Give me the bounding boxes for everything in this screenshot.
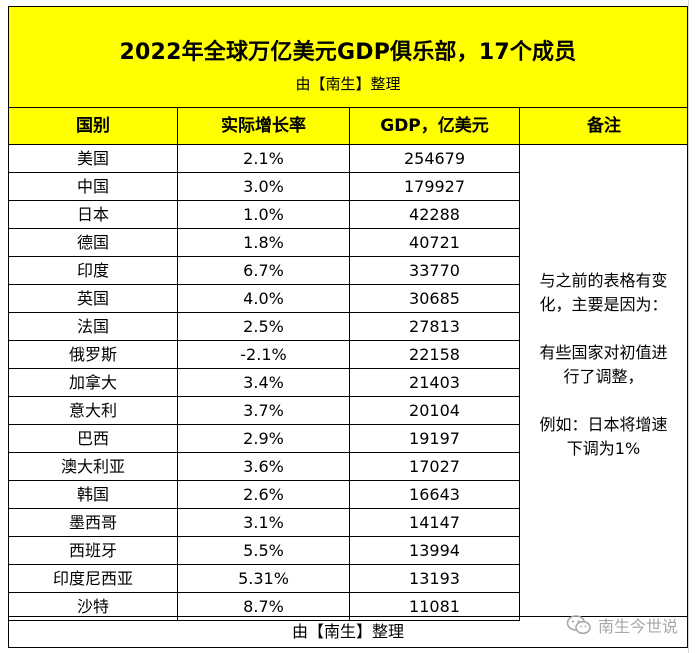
gdp-cell: 40721 (350, 229, 520, 257)
table-row: 印度尼西亚 5.31% 13193 (9, 565, 520, 593)
gdp-cell: 13994 (350, 537, 520, 565)
country-cell: 韩国 (9, 481, 178, 509)
gdp-cell: 42288 (350, 201, 520, 229)
gdp-cell: 13193 (350, 565, 520, 593)
country-cell: 巴西 (9, 425, 178, 453)
table-row: 英国 4.0% 30685 (9, 285, 520, 313)
wechat-icon (566, 615, 591, 635)
country-cell: 中国 (9, 173, 178, 201)
country-cell: 加拿大 (9, 369, 178, 397)
growth-cell: 8.7% (178, 593, 350, 621)
growth-cell: 2.5% (178, 313, 350, 341)
country-cell: 西班牙 (9, 537, 178, 565)
growth-cell: 1.8% (178, 229, 350, 257)
note-line: 行了调整， (563, 367, 644, 386)
gdp-cell: 17027 (350, 453, 520, 481)
table-row: 意大利 3.7% 20104 (9, 397, 520, 425)
notes-text: 与之前的表格有变 化，主要是因为： 有些国家对初值进 行了调整， 例如：日本将增… (524, 269, 683, 461)
country-cell: 墨西哥 (9, 509, 178, 537)
gdp-cell: 20104 (350, 397, 520, 425)
gdp-cell: 27813 (350, 313, 520, 341)
gdp-cell: 14147 (350, 509, 520, 537)
country-cell: 法国 (9, 313, 178, 341)
gridline (688, 0, 689, 653)
header-country: 国别 (9, 108, 178, 144)
table-row: 德国 1.8% 40721 (9, 229, 520, 257)
table-row: 加拿大 3.4% 21403 (9, 369, 520, 397)
table-row: 中国 3.0% 179927 (9, 173, 520, 201)
header-row: 国别 实际增长率 GDP，亿美元 备注 (8, 108, 688, 145)
footer-row: 由【南生】整理 (8, 617, 688, 648)
table-row: 西班牙 5.5% 13994 (9, 537, 520, 565)
growth-cell: 2.9% (178, 425, 350, 453)
growth-cell: 2.1% (178, 145, 350, 173)
table-row: 巴西 2.9% 19197 (9, 425, 520, 453)
country-cell: 意大利 (9, 397, 178, 425)
table-row: 美国 2.1% 254679 (9, 145, 520, 173)
growth-cell: -2.1% (178, 341, 350, 369)
gdp-cell: 33770 (350, 257, 520, 285)
gdp-cell: 16643 (350, 481, 520, 509)
note-line: 下调为1% (566, 439, 641, 458)
table-row: 俄罗斯 -2.1% 22158 (9, 341, 520, 369)
note-line: 化，主要是因为： (539, 295, 668, 314)
gdp-cell: 179927 (350, 173, 520, 201)
country-cell: 印度尼西亚 (9, 565, 178, 593)
header-notes: 备注 (587, 116, 621, 136)
note-line: 与之前的表格有变 (539, 271, 668, 290)
gdp-cell: 30685 (350, 285, 520, 313)
data-table: 与之前的表格有变 化，主要是因为： 有些国家对初值进 行了调整， 例如：日本将增… (8, 145, 688, 621)
table-title: 2022年全球万亿美元GDP俱乐部，17个成员 (119, 40, 577, 65)
growth-cell: 5.5% (178, 537, 350, 565)
growth-cell: 3.6% (178, 453, 350, 481)
note-line: 有些国家对初值进 (539, 343, 668, 362)
table-row: 墨西哥 3.1% 14147 (9, 509, 520, 537)
gdp-cell: 22158 (350, 341, 520, 369)
table-subtitle: 由【南生】整理 (295, 75, 401, 93)
gdp-cell: 19197 (350, 425, 520, 453)
country-cell: 印度 (9, 257, 178, 285)
table-row: 澳大利亚 3.6% 17027 (9, 453, 520, 481)
header-gdp: GDP，亿美元 (350, 108, 520, 144)
table-row: 日本 1.0% 42288 (9, 201, 520, 229)
note-line: 例如：日本将增速 (539, 415, 668, 434)
country-cell: 沙特 (9, 593, 178, 621)
gdp-cell: 254679 (350, 145, 520, 173)
growth-cell: 3.0% (178, 173, 350, 201)
table-row: 印度 6.7% 33770 (9, 257, 520, 285)
country-cell: 澳大利亚 (9, 453, 178, 481)
watermark-text: 南生今世说 (597, 617, 678, 636)
table-row: 沙特 8.7% 11081 (9, 593, 520, 621)
country-cell: 美国 (9, 145, 178, 173)
gdp-cell: 21403 (350, 369, 520, 397)
footer-credit: 由【南生】整理 (291, 622, 404, 641)
growth-cell: 5.31% (178, 565, 350, 593)
growth-cell: 4.0% (178, 285, 350, 313)
growth-cell: 1.0% (178, 201, 350, 229)
notes-cell: 与之前的表格有变 化，主要是因为： 有些国家对初值进 行了调整， 例如：日本将增… (520, 145, 687, 616)
table-row: 法国 2.5% 27813 (9, 313, 520, 341)
growth-cell: 3.7% (178, 397, 350, 425)
gdp-cell: 11081 (350, 593, 520, 621)
header-growth: 实际增长率 (178, 108, 350, 144)
country-cell: 日本 (9, 201, 178, 229)
growth-cell: 3.4% (178, 369, 350, 397)
growth-cell: 2.6% (178, 481, 350, 509)
growth-cell: 6.7% (178, 257, 350, 285)
country-cell: 英国 (9, 285, 178, 313)
title-block: 2022年全球万亿美元GDP俱乐部，17个成员 由【南生】整理 (8, 6, 688, 108)
table-row: 韩国 2.6% 16643 (9, 481, 520, 509)
country-cell: 俄罗斯 (9, 341, 178, 369)
watermark: 南生今世说 (566, 612, 678, 638)
country-cell: 德国 (9, 229, 178, 257)
growth-cell: 3.1% (178, 509, 350, 537)
